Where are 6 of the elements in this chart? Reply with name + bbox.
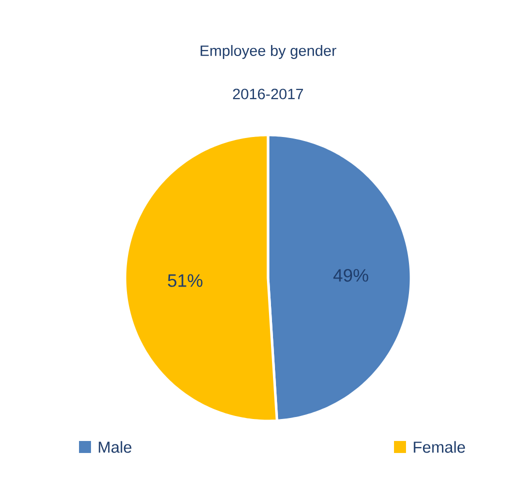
chart-title: Employee by gender xyxy=(200,45,336,59)
data-label: 51% xyxy=(168,274,202,287)
data-label: 49% xyxy=(333,269,368,282)
legend-label: Female xyxy=(414,441,465,453)
chart-subtitle: 2016-2017 xyxy=(233,88,303,100)
legend-label: Male xyxy=(98,441,132,453)
